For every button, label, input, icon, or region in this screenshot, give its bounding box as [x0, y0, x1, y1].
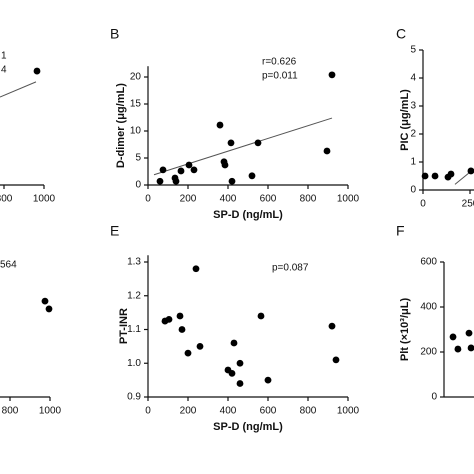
y-tick-label: 20	[130, 72, 142, 83]
y-tick-label: 3	[410, 101, 416, 112]
data-point	[185, 161, 193, 169]
y-axis-label: Plt (×10³/μL)	[399, 298, 411, 362]
x-axis-label: SP-D (ng/mL)	[213, 209, 283, 221]
data-point	[156, 177, 164, 185]
y-tick-label: 15	[130, 99, 142, 110]
data-point	[192, 265, 200, 273]
data-point	[467, 344, 474, 352]
x-tick-label: 600	[260, 406, 277, 417]
y-axis-label: PIC (μg/mL)	[399, 89, 411, 151]
x-tick-label: 0	[145, 406, 151, 417]
data-point	[228, 369, 236, 377]
y-tick-label: 5	[410, 45, 416, 56]
data-point	[431, 172, 439, 180]
data-point	[177, 167, 185, 175]
x-tick-label: 600	[260, 194, 277, 205]
y-tick-label: 200	[420, 347, 437, 358]
panel-letter: F	[396, 223, 405, 239]
data-point	[227, 139, 235, 147]
data-point	[41, 297, 49, 305]
data-point	[159, 166, 167, 174]
annotation: 1	[1, 51, 7, 62]
data-point	[190, 166, 198, 174]
data-point	[196, 342, 204, 350]
data-point	[228, 177, 236, 185]
y-tick-label: 0.9	[127, 392, 141, 403]
y-tick-label: 1.2	[127, 290, 141, 301]
data-point	[172, 177, 180, 185]
data-point	[328, 322, 336, 330]
annotation: 564	[0, 260, 17, 271]
data-point	[254, 139, 262, 147]
data-point	[216, 121, 224, 129]
annotation: p=0.011	[262, 71, 298, 82]
x-tick-label: 1000	[337, 406, 360, 417]
annotation: p=0.087	[272, 263, 309, 274]
y-tick-label: 400	[420, 302, 437, 313]
data-point	[421, 172, 429, 180]
x-tick-label: 800	[300, 406, 317, 417]
x-tick-label: 0	[420, 199, 426, 210]
data-point	[465, 329, 473, 337]
panel-letter: C	[396, 26, 406, 42]
data-point	[467, 167, 474, 175]
x-tick-label: 800	[300, 194, 317, 205]
data-point	[178, 326, 186, 333]
data-point	[257, 312, 265, 320]
y-tick-label: 1	[410, 157, 416, 168]
y-tick-label: 10	[130, 126, 142, 137]
data-point	[230, 339, 238, 347]
data-point	[176, 312, 184, 320]
data-point	[328, 71, 336, 79]
x-tick-label: 1000	[39, 406, 62, 417]
y-axis-label: D-dimer (μg/mL)	[115, 83, 127, 168]
data-point	[221, 161, 229, 169]
x-axis-label: SP-D (ng/mL)	[213, 421, 283, 433]
annotation: r=0.626	[262, 57, 297, 68]
x-tick-label: 1000	[33, 194, 56, 205]
data-point	[248, 172, 256, 180]
data-point	[165, 315, 173, 323]
data-point	[236, 359, 244, 367]
data-point	[264, 376, 272, 384]
data-point	[332, 356, 340, 364]
y-tick-label: 1.0	[127, 358, 141, 369]
x-tick-label: 1000	[337, 194, 360, 205]
y-tick-label: 1.3	[127, 257, 141, 268]
panel-letter: E	[110, 223, 119, 239]
y-tick-label: 2	[410, 129, 416, 140]
data-point	[447, 170, 455, 178]
data-point	[184, 349, 192, 357]
panel-letter: B	[110, 26, 119, 42]
data-point	[236, 380, 244, 387]
y-axis-label: PT-INR	[118, 308, 130, 344]
annotation: 4	[1, 65, 7, 76]
data-point	[33, 67, 41, 75]
x-tick-label: 200	[180, 194, 197, 205]
y-tick-label: 1.1	[127, 324, 141, 335]
x-tick-label: 800	[2, 406, 19, 417]
y-tick-label: 0	[135, 180, 141, 191]
y-tick-label: 4	[410, 73, 416, 84]
x-tick-label: 400	[220, 406, 237, 417]
data-point	[45, 305, 53, 313]
x-tick-label: 200	[180, 406, 197, 417]
x-tick-label: 0	[145, 194, 151, 205]
y-tick-label: 600	[420, 257, 437, 268]
trend-line	[0, 81, 37, 98]
x-tick-label: 800	[0, 194, 13, 205]
data-point	[454, 345, 462, 353]
x-tick-label: 250	[462, 199, 474, 210]
y-tick-label: 5	[135, 153, 141, 164]
data-point	[323, 147, 331, 155]
y-tick-label: 0	[410, 185, 416, 196]
y-tick-label: 0	[431, 392, 437, 403]
x-tick-label: 400	[220, 194, 237, 205]
trend-line	[153, 117, 333, 176]
data-point	[449, 333, 457, 341]
